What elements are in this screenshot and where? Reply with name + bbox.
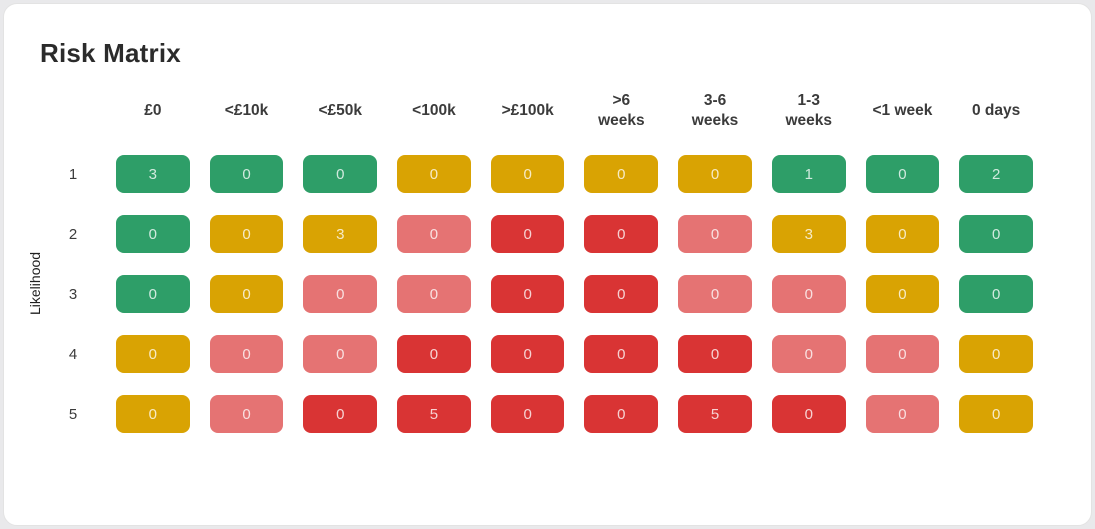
matrix-cell[interactable]: 0	[959, 275, 1033, 313]
row-label: 1	[68, 165, 78, 183]
matrix-cell[interactable]: 0	[959, 395, 1033, 433]
matrix-cell[interactable]: 0	[678, 155, 752, 193]
matrix-cell[interactable]: 0	[865, 395, 940, 433]
matrix-cell[interactable]: 0	[209, 395, 284, 433]
matrix-cell[interactable]: 3	[771, 215, 846, 253]
row-label: 2	[68, 225, 78, 243]
column-header: 0 days	[972, 101, 1021, 119]
matrix-cell[interactable]: 0	[584, 155, 659, 193]
column-header: 3-6 weeks	[691, 91, 739, 129]
row-label: 3	[68, 285, 78, 303]
matrix-cell[interactable]: 3	[116, 155, 190, 193]
matrix-cell[interactable]: 0	[209, 275, 284, 313]
matrix-cell[interactable]: 0	[771, 395, 846, 433]
matrix-cell[interactable]: 0	[303, 335, 378, 373]
matrix-cell[interactable]: 0	[584, 395, 659, 433]
matrix-cell[interactable]: 0	[303, 155, 378, 193]
matrix-cell[interactable]: 0	[865, 215, 940, 253]
matrix-cell[interactable]: 0	[771, 335, 846, 373]
matrix-cell[interactable]: 0	[209, 155, 284, 193]
y-axis-label: Likelihood	[27, 251, 43, 315]
matrix-cell[interactable]: 0	[865, 155, 940, 193]
matrix-cell[interactable]: 0	[116, 215, 190, 253]
page-title: Risk Matrix	[40, 38, 181, 68]
matrix-cell[interactable]: 0	[490, 395, 565, 433]
matrix-cell[interactable]: 0	[490, 335, 565, 373]
column-header: >£100k	[501, 101, 554, 119]
matrix-cell[interactable]: 0	[678, 215, 752, 253]
matrix-cell[interactable]: 5	[678, 395, 752, 433]
matrix-cell[interactable]: 0	[584, 335, 659, 373]
matrix-cell[interactable]: 2	[959, 155, 1033, 193]
matrix-cell[interactable]: 0	[397, 155, 471, 193]
risk-matrix-grid: £0 <£10k <£50k <100k >£100k >6 weeks 3-6 weeks…	[50, 89, 1033, 433]
matrix-cell[interactable]: 0	[209, 335, 284, 373]
matrix-cell[interactable]: 5	[397, 395, 471, 433]
matrix-cell[interactable]: 0	[116, 335, 190, 373]
matrix-cell[interactable]: 1	[771, 155, 846, 193]
matrix-cell[interactable]: 0	[678, 335, 752, 373]
matrix-cell[interactable]: 0	[865, 275, 940, 313]
matrix-cell[interactable]: 0	[584, 275, 659, 313]
matrix-cell[interactable]: 0	[959, 335, 1033, 373]
matrix-cell[interactable]: 0	[959, 215, 1033, 253]
matrix-cell[interactable]: 3	[303, 215, 378, 253]
column-header: £0	[144, 101, 162, 119]
matrix-cell[interactable]: 0	[303, 395, 378, 433]
matrix-cell[interactable]: 0	[490, 275, 565, 313]
matrix-cell[interactable]: 0	[397, 335, 471, 373]
matrix-cell[interactable]: 0	[490, 215, 565, 253]
matrix-cell[interactable]: 0	[771, 275, 846, 313]
matrix-cell[interactable]: 0	[397, 215, 471, 253]
column-header: <£10k	[224, 101, 269, 119]
column-header: >6 weeks	[598, 91, 645, 129]
risk-matrix-card: Risk Matrix Likelihood £0 <£10k <£50k <100k…	[3, 3, 1092, 526]
matrix-corner	[50, 89, 96, 133]
column-header: 1-3 weeks	[785, 91, 833, 129]
row-label: 4	[68, 345, 78, 363]
matrix-cell[interactable]: 0	[116, 275, 190, 313]
matrix-cell[interactable]: 0	[209, 215, 284, 253]
matrix-cell[interactable]: 0	[865, 335, 940, 373]
column-header: <100k	[412, 101, 456, 119]
matrix-cell[interactable]: 0	[584, 215, 659, 253]
matrix-cell[interactable]: 0	[397, 275, 471, 313]
column-header: <1 week	[872, 101, 933, 119]
row-label: 5	[68, 405, 78, 423]
matrix-cell[interactable]: 0	[678, 275, 752, 313]
matrix-cell[interactable]: 0	[116, 395, 190, 433]
matrix-cell[interactable]: 0	[303, 275, 378, 313]
matrix-cell[interactable]: 0	[490, 155, 565, 193]
risk-matrix-area: Likelihood £0 <£10k <£50k <100k >£100k >6 wee…	[20, 89, 1033, 433]
column-header: <£50k	[318, 101, 363, 119]
